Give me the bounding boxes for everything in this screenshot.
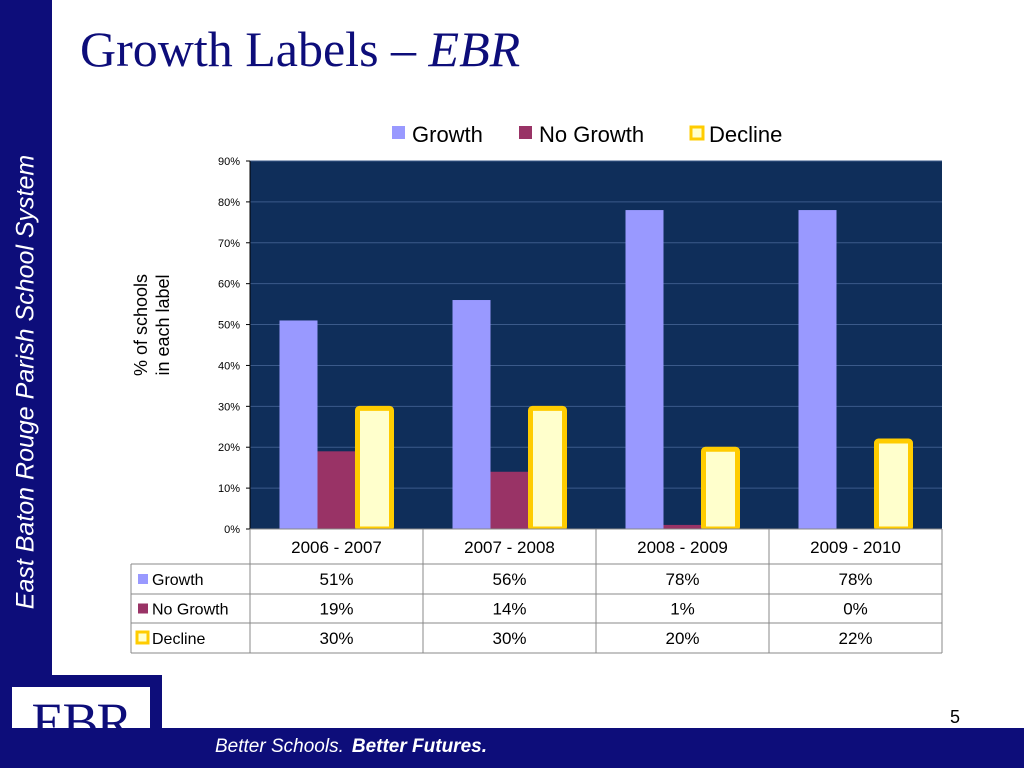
bar-no-growth [490,471,529,529]
y-tick-label: 70% [218,238,240,250]
chart: 0% 10% 20% 30% 40% 50% 60% 70% 80% 90% Growth No G… [130,122,943,654]
bar-no-growth [317,451,356,529]
table-value: 0% [843,600,868,619]
legend: Growth No Growth Decline [392,122,782,147]
slide-title-italic: EBR [428,21,521,77]
table-value: 78% [665,570,699,589]
bar-decline [874,438,913,532]
table-value: 14% [492,600,526,619]
tagline-part-1: Better Schools. [215,736,344,757]
table-value: 1% [670,600,695,619]
y-tick-label: 30% [218,401,240,413]
y-tick-label: 50% [218,320,240,332]
sidebar: East Baton Rouge Parish School System [0,0,52,675]
legend-label: No Growth [539,122,644,147]
x-category-label: 2008 - 2009 [637,538,728,557]
table-value: 22% [838,629,872,648]
table-key-decline [135,630,150,645]
table-series-name: Growth [152,572,204,589]
y-axis-label: % of schools in each label [131,274,173,376]
legend-swatch-decline [689,125,705,141]
table-series-name: Decline [152,631,205,648]
x-category-label: 2009 - 2010 [810,538,901,557]
table-series-name: No Growth [152,602,228,619]
y-tick-label: 0% [224,524,240,536]
table-key [138,574,148,584]
legend-label: Growth [412,122,483,147]
y-axis-label-line1: % of schools [131,274,151,376]
table-value: 51% [319,570,353,589]
y-tick-label: 90% [218,156,240,168]
bar-no-growth [663,524,702,529]
y-tick-label: 40% [218,360,240,372]
bar-growth [452,300,491,529]
table-value: 56% [492,570,526,589]
legend-label: Decline [709,122,782,147]
bar-decline [701,446,740,532]
tagline-part-2: Better Futures. [351,736,487,757]
y-axis-label-line2: in each label [153,274,173,375]
y-tick-label: 20% [218,442,240,454]
bar-decline [528,405,567,532]
slide-title-main: Growth Labels – [80,21,429,77]
table-value: 30% [319,629,353,648]
x-category-label: 2006 - 2007 [291,538,382,557]
footer-bar [0,728,1024,768]
table-body-bg [131,564,942,653]
table-value: 30% [492,629,526,648]
bar-growth [798,210,837,530]
table-value: 78% [838,570,872,589]
legend-swatch [519,126,532,139]
plot-area: 0% 10% 20% 30% 40% 50% 60% 70% 80% 90% [218,156,942,536]
page-number: 5 [950,707,961,727]
table-key [138,603,148,614]
legend-swatch [392,126,405,139]
y-tick-label: 10% [218,483,240,495]
data-table: 2006 - 2007 2007 - 2008 2008 - 2009 2009 - … [130,528,943,654]
x-category-label: 2007 - 2008 [464,538,555,557]
y-tick-label: 80% [218,197,240,209]
slide-title: Growth Labels – EBR [80,20,520,78]
table-value: 20% [665,629,699,648]
bar-growth [625,210,664,530]
bar-growth [279,320,318,529]
table-value: 19% [319,600,353,619]
bar-decline [355,405,394,532]
tagline: Better Schools. Better Futures. [215,736,487,758]
y-tick-label: 60% [218,279,240,291]
